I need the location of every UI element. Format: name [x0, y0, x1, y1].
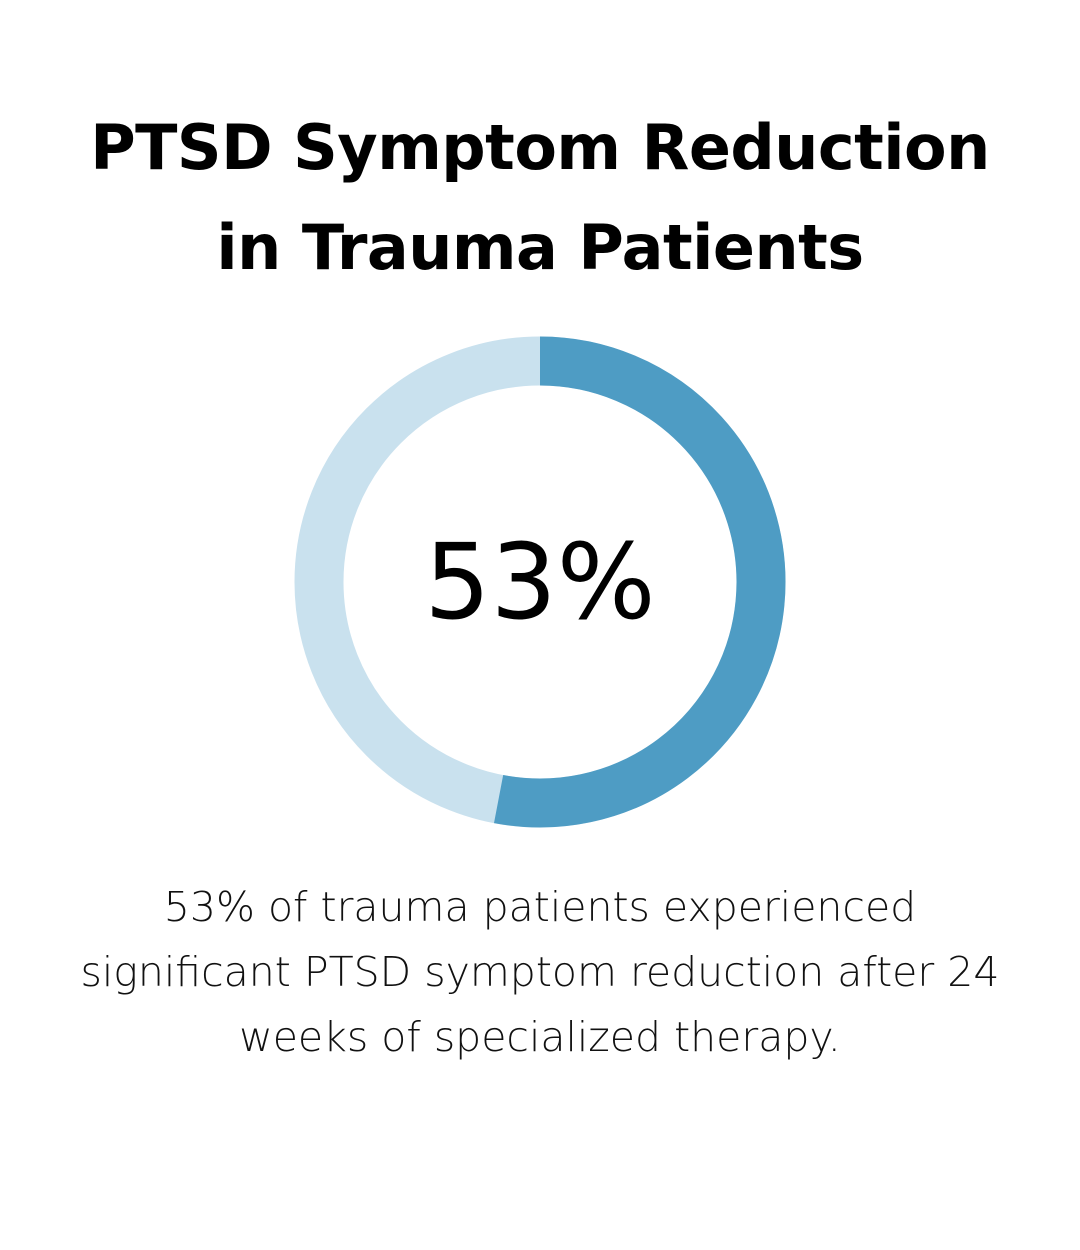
- donut-chart: 53%: [290, 332, 790, 832]
- caption-line-2: significant PTSD symptom reduction after…: [80, 948, 1000, 996]
- caption-line-1: 53% of trauma patients experienced: [163, 883, 917, 931]
- donut-center-value: 53%: [424, 521, 655, 643]
- donut-value-slice: [494, 336, 786, 828]
- chart-title-line-2: in Trauma Patients: [216, 211, 864, 284]
- caption-line-3: weeks of specialized therapy.: [239, 1013, 841, 1061]
- chart-caption: 53% of trauma patients experienced signi…: [40, 875, 1040, 1070]
- chart-title-line-1: PTSD Symptom Reduction: [90, 111, 990, 184]
- chart-title: PTSD Symptom Reduction in Trauma Patient…: [40, 98, 1040, 298]
- donut-chart-svg: 53%: [294, 336, 786, 828]
